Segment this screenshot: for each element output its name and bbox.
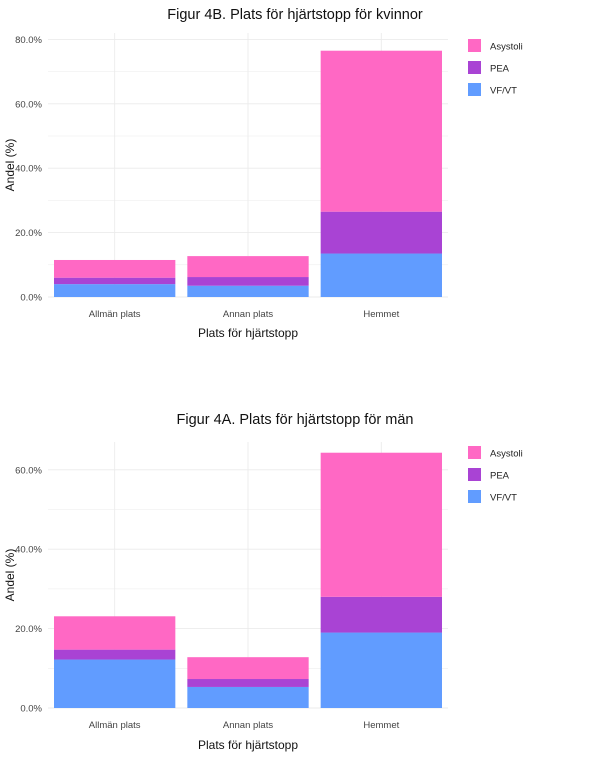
y-tick-label: 0.0%	[20, 293, 42, 304]
y-tick-label: 0.0%	[20, 704, 42, 715]
legend-label-vfvt: VF/VT	[490, 493, 517, 504]
x-tick-label: Hemmet	[363, 720, 399, 731]
bar-asystoli-1	[187, 657, 309, 680]
bar-asystoli-0	[54, 616, 176, 650]
bar-pea-1	[187, 679, 309, 687]
chart-title-men: Figur 4A. Plats för hjärtstopp för män	[176, 412, 414, 428]
legend-swatch-asystoli	[468, 446, 481, 459]
y-tick-label: 40.0%	[15, 545, 42, 556]
legend-label-asystoli: Asystoli	[490, 42, 523, 53]
y-axis-title: Andel (%)	[3, 549, 17, 602]
y-tick-label: 20.0%	[15, 228, 42, 239]
legend-swatch-vfvt	[468, 490, 481, 503]
y-tick-label: 60.0%	[15, 465, 42, 476]
bar-vfvt-0	[54, 659, 176, 708]
bar-asystoli-0	[54, 259, 176, 278]
y-tick-label: 40.0%	[15, 164, 42, 175]
x-tick-label: Annan plats	[223, 720, 273, 731]
legend-swatch-pea	[468, 61, 481, 74]
legend-label-pea: PEA	[490, 64, 510, 75]
x-axis-title: Plats för hjärtstopp	[198, 738, 298, 752]
bar-vfvt-2	[320, 632, 442, 708]
y-tick-label: 80.0%	[15, 35, 42, 46]
legend-label-asystoli: Asystoli	[490, 449, 523, 460]
bar-vfvt-1	[187, 686, 309, 708]
bar-vfvt-2	[320, 253, 442, 297]
legend-label-vfvt: VF/VT	[490, 86, 517, 97]
bar-pea-1	[187, 277, 309, 286]
bar-pea-2	[320, 211, 442, 254]
chart-men-svg: 0.0% 20.0% 40.0% 60.0% Allmän plats Annan pla…	[3, 442, 523, 752]
legend-swatch-pea	[468, 468, 481, 481]
x-tick-label: Hemmet	[363, 309, 399, 320]
y-tick-label: 60.0%	[15, 99, 42, 110]
bar-pea-0	[54, 277, 176, 285]
chart-title-women: Figur 4B. Plats för hjärtstopp för kvinn…	[167, 7, 423, 23]
bar-asystoli-1	[187, 256, 309, 278]
bar-pea-0	[54, 649, 176, 660]
x-axis-title: Plats för hjärtstopp	[198, 326, 298, 340]
bar-vfvt-0	[54, 284, 176, 297]
bar-vfvt-1	[187, 285, 309, 297]
y-tick-label: 20.0%	[15, 624, 42, 635]
bar-asystoli-2	[320, 452, 442, 597]
x-tick-label: Allmän plats	[89, 720, 141, 731]
x-tick-label: Annan plats	[223, 309, 273, 320]
bar-asystoli-2	[320, 50, 442, 212]
chart-panel-men: Figur 4A. Plats för hjärtstopp för män 0…	[0, 400, 590, 765]
chart-women-svg: 0.0% 20.0% 40.0% 60.0% 80.0% Allmän plats Anna…	[3, 33, 523, 340]
legend-swatch-asystoli	[468, 39, 481, 52]
legend-swatch-vfvt	[468, 83, 481, 96]
y-axis-title: Andel (%)	[3, 139, 17, 192]
chart-panel-women: Figur 4B. Plats för hjärtstopp för kvinn…	[0, 0, 590, 370]
x-tick-label: Allmän plats	[89, 309, 141, 320]
bar-pea-2	[320, 596, 442, 633]
legend-label-pea: PEA	[490, 471, 510, 482]
